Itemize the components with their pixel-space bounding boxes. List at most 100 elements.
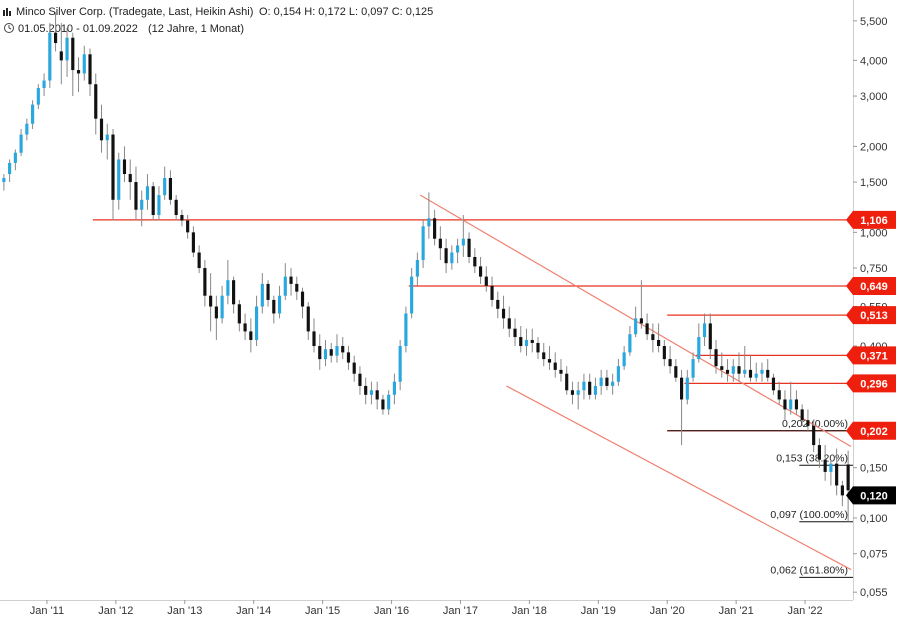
x-tick-label: Jan '12: [98, 605, 133, 617]
chart-title: Minco Silver Corp. (Tradegate, Last, Hei…: [16, 6, 253, 18]
candle-body: [323, 349, 328, 360]
candle-body: [364, 385, 368, 395]
time-axis[interactable]: Jan '11 Jan '12 Jan '13 Jan '14 Jan '15 Jan '…: [30, 600, 823, 617]
candle-body: [266, 283, 270, 300]
candle-body: [461, 238, 465, 246]
candle-body: [473, 256, 477, 267]
candle-body: [295, 283, 299, 292]
candle-body: [530, 339, 534, 343]
candle-body: [835, 463, 839, 486]
candle-body: [191, 232, 195, 253]
candle-body: [611, 381, 615, 386]
y-tick-label: 1,000: [860, 227, 888, 239]
y-tick-label: 0,075: [860, 549, 888, 561]
candle-body: [318, 346, 322, 360]
resistance-badge: 0,649: [860, 281, 888, 293]
candle-body: [174, 199, 178, 216]
candle-body: [456, 245, 460, 253]
x-tick-label: Jan '16: [374, 605, 409, 617]
y-tick-label: 2,000: [860, 141, 888, 153]
candle-body: [99, 118, 104, 141]
candle-body: [209, 295, 213, 307]
candle-body: [582, 381, 586, 391]
candle-body: [232, 280, 236, 305]
candle-body: [662, 346, 666, 360]
candle-body: [59, 51, 63, 61]
x-tick-label: Jan '20: [650, 605, 685, 617]
resistance-badge-shape: [846, 276, 896, 295]
candle-body: [48, 32, 52, 81]
candle-body: [605, 377, 609, 386]
candle-body: [725, 369, 730, 374]
candle-body: [381, 399, 385, 410]
candle-body: [702, 323, 707, 338]
y-tick-label: 0,055: [860, 587, 888, 599]
candle-body: [450, 252, 454, 264]
resistance-badge-shape: [846, 346, 896, 365]
candle-body: [524, 339, 529, 347]
resistance-badge: 0,371: [860, 350, 888, 362]
x-tick-label: Jan '17: [443, 605, 478, 617]
resistance-badge: 0,202: [860, 426, 888, 438]
candle-body: [254, 306, 259, 340]
y-tick-label: 5,500: [860, 16, 888, 28]
candle-body: [599, 377, 603, 386]
candle-body: [53, 32, 58, 44]
candle-body: [708, 323, 712, 350]
candle-body: [352, 362, 356, 374]
candle-body: [697, 337, 701, 360]
candle-body: [157, 195, 161, 216]
candle-body: [657, 339, 661, 347]
x-tick-label: Jan '19: [581, 605, 616, 617]
candle-body: [88, 54, 92, 85]
candle-body: [31, 104, 35, 124]
candle-body: [553, 362, 557, 370]
candle-body: [186, 220, 190, 233]
candle-body: [117, 159, 121, 200]
last-price-badge: 0,120: [860, 490, 888, 502]
candle-body: [542, 352, 546, 360]
fibonacci-levels: 0,202 (0.00%) 0,153 (38.20%) 0,097 (100.00…: [667, 418, 853, 578]
candle-body: [501, 308, 506, 319]
date-range: 01.05.2010 - 01.09.2022: [18, 23, 138, 35]
candle-body: [800, 409, 804, 421]
candle-body: [25, 123, 29, 135]
y-tick-label: 0,150: [860, 463, 888, 475]
candle-body: [433, 218, 437, 239]
candle-body: [128, 174, 132, 183]
date-range-note: (12 Jahre, 1 Monat): [148, 23, 244, 35]
candle-body: [168, 177, 173, 200]
clock-icon: [4, 23, 14, 33]
candle-body: [122, 159, 127, 175]
y-tick-label: 3,000: [860, 91, 888, 103]
resistance-badge-shape: [846, 421, 896, 440]
candle-body: [496, 299, 500, 309]
candle-body: [547, 359, 552, 363]
candle-body: [329, 349, 333, 356]
candle-body: [237, 304, 241, 324]
app-logo-icon: [3, 8, 11, 16]
candle-body: [771, 377, 776, 391]
candle-body: [19, 134, 23, 153]
x-tick-label: Jan '21: [719, 605, 754, 617]
candle-body: [398, 346, 402, 382]
candle-body: [536, 342, 540, 353]
x-tick-label: Jan '15: [305, 605, 340, 617]
channel-line: [506, 385, 852, 571]
candle-body: [766, 369, 770, 378]
candle-body: [76, 70, 81, 74]
candle-body: [306, 306, 310, 332]
candle-body: [616, 366, 620, 382]
candle-body: [163, 177, 167, 196]
candle-body: [42, 80, 46, 89]
candle-body: [427, 218, 431, 227]
x-tick-label: Jan '22: [787, 605, 822, 617]
candle-body: [283, 276, 287, 296]
resistance-badge: 0,296: [860, 378, 888, 390]
fib-level-label: 0,153 (38.20%): [776, 452, 848, 464]
candle-body: [645, 323, 649, 335]
candle-body: [444, 248, 448, 264]
